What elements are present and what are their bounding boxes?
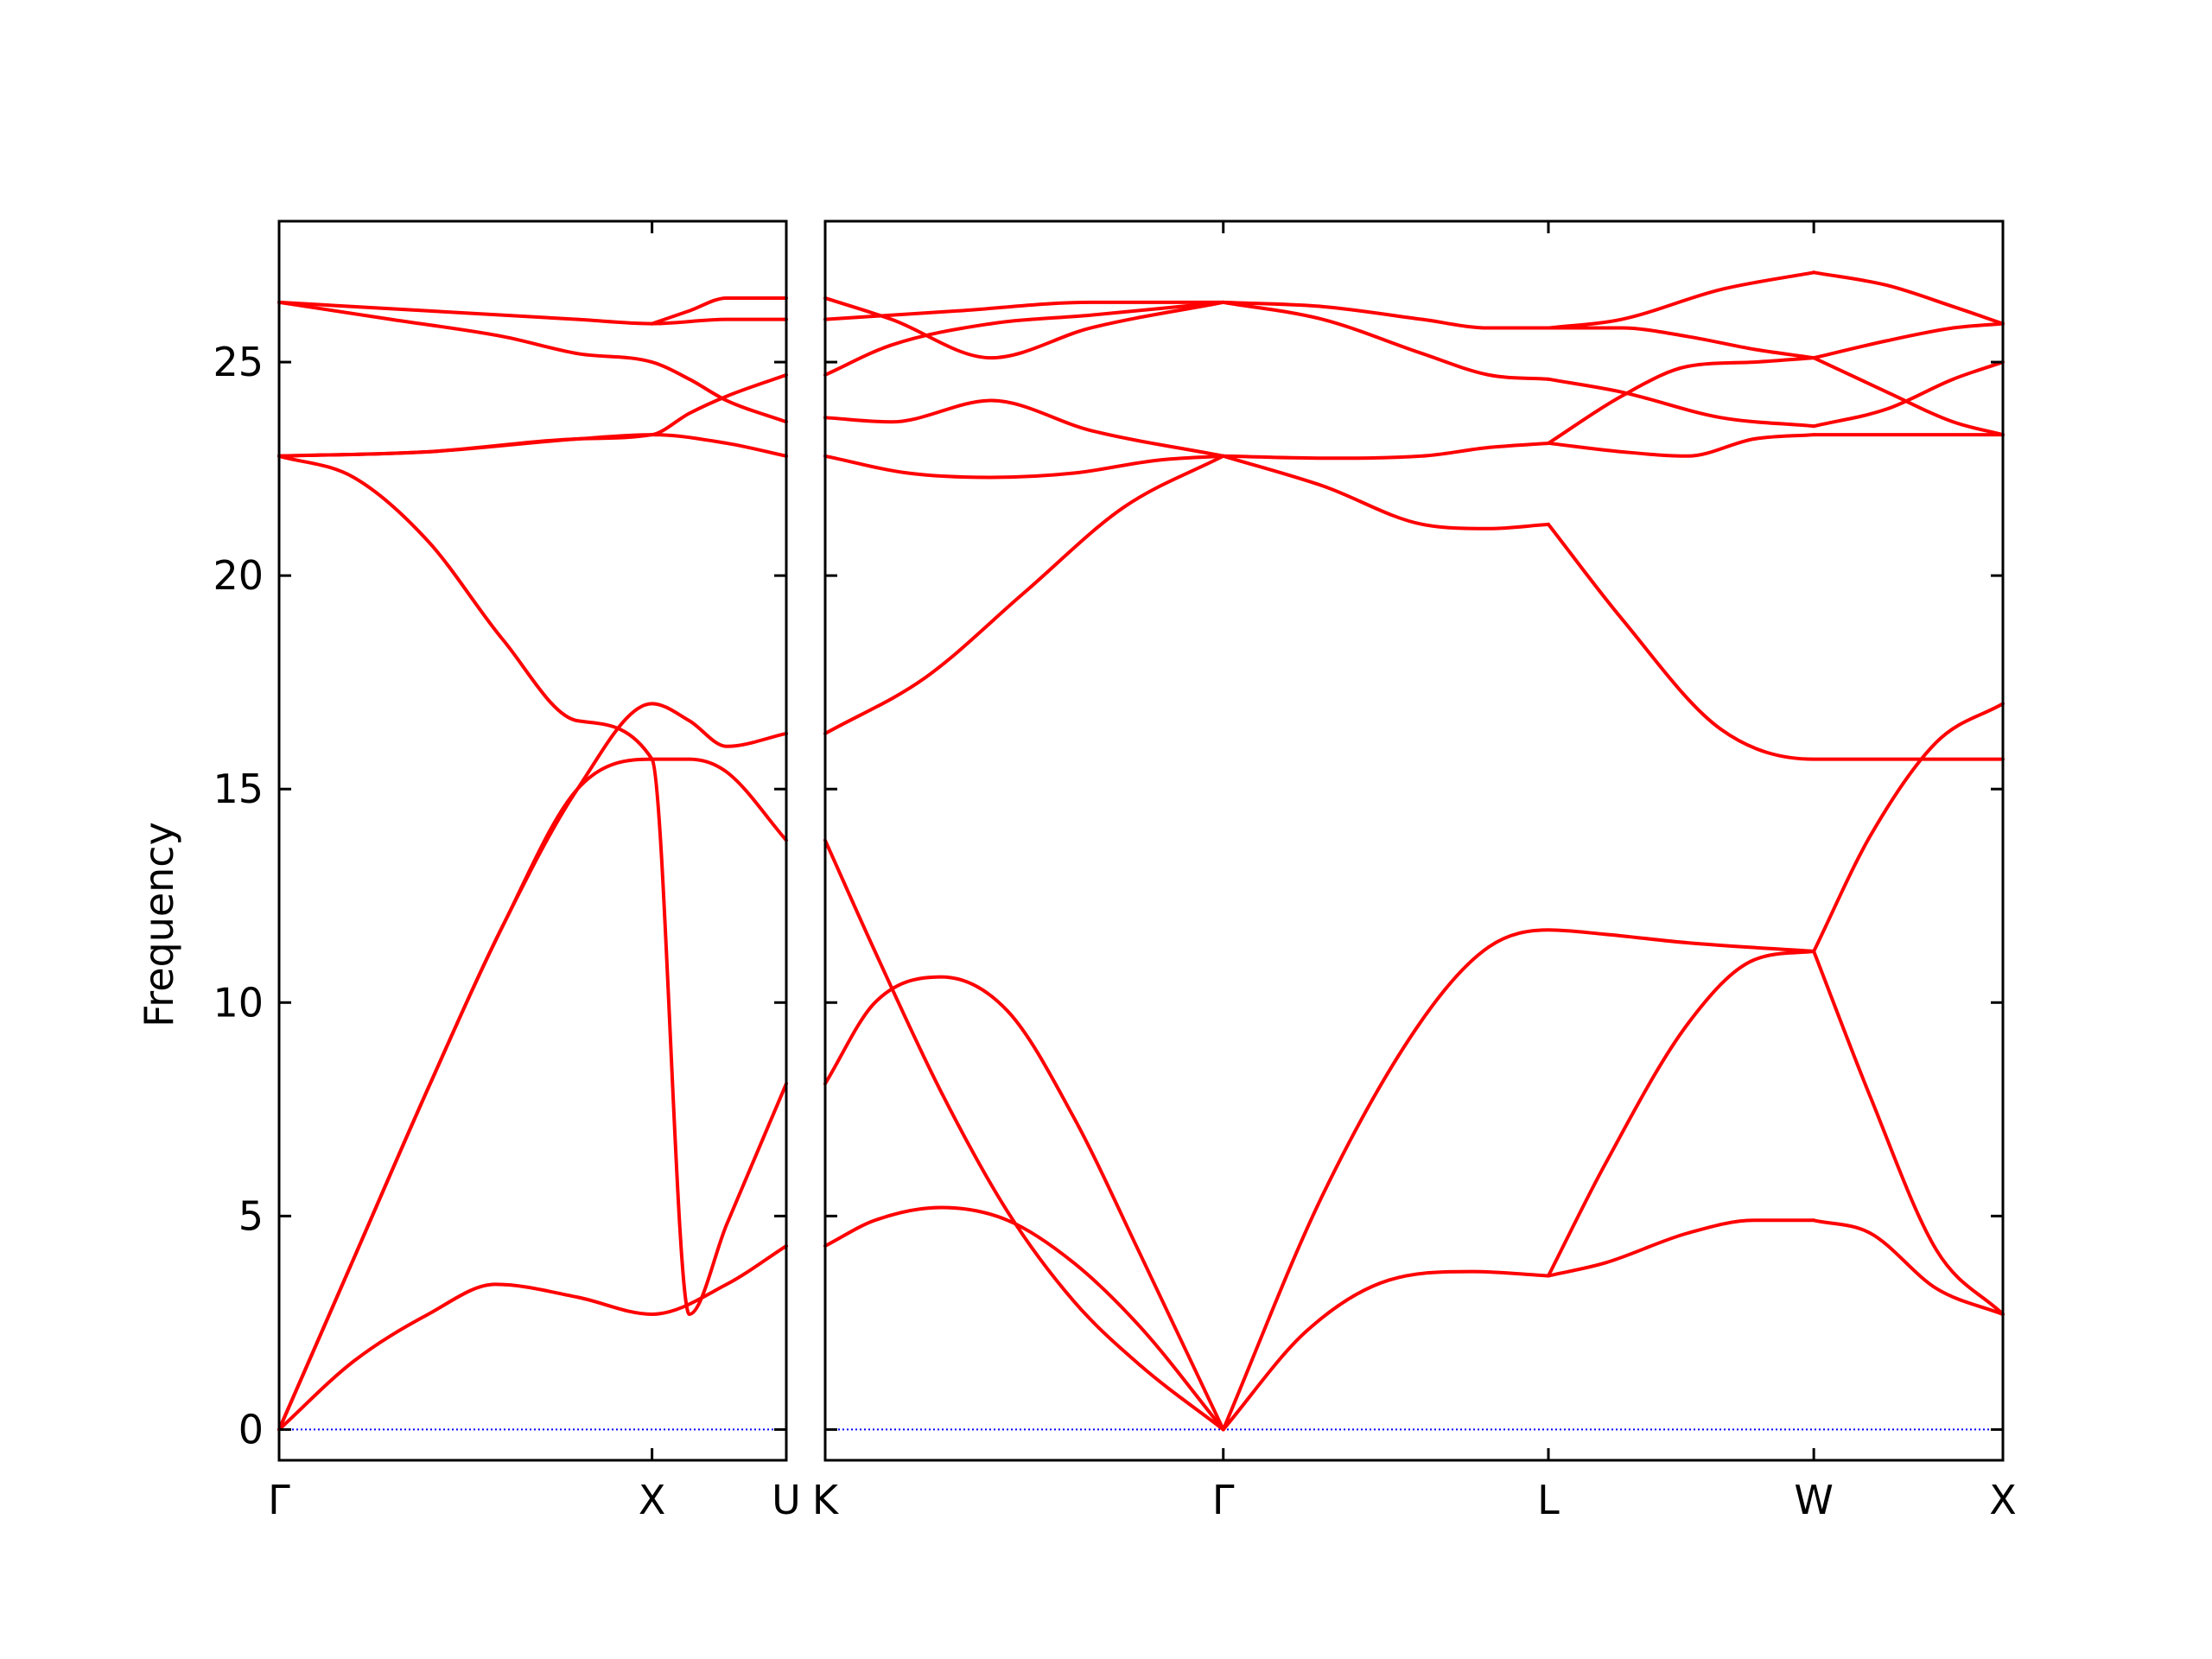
x-tick-label: W xyxy=(1794,1477,1833,1523)
phonon-band-line xyxy=(1547,433,1816,458)
phonon-band-line xyxy=(650,296,788,326)
phonon-band-line xyxy=(1812,949,2005,1316)
x-tick-label: U xyxy=(772,1477,801,1523)
bands-layer xyxy=(277,270,2005,1432)
phonon-band-line xyxy=(1547,356,1816,445)
phonon-band-line xyxy=(1221,1269,1550,1432)
phonon-band-line xyxy=(1547,949,1816,1278)
phonon-band-line xyxy=(277,300,788,424)
y-tick-label: 20 xyxy=(213,552,264,599)
phonon-band-line xyxy=(823,838,1225,1432)
y-tick-label: 5 xyxy=(238,1192,264,1239)
phonon-band-line xyxy=(1547,326,1816,360)
x-tick-label: X xyxy=(639,1477,666,1523)
phonon-band-line xyxy=(823,454,1225,480)
phonon-band-line xyxy=(1547,522,2005,761)
phonon-band-line xyxy=(277,300,788,326)
x-tick-label: K xyxy=(812,1477,840,1523)
phonon-band-line xyxy=(1221,928,1816,1432)
phonon-band-line xyxy=(1812,270,2005,326)
axes-layer: Γ X U 0 5 10 15 20 25 K Γ L W X xyxy=(213,219,2017,1523)
phonon-band-line xyxy=(1221,300,1550,381)
y-tick-label: 0 xyxy=(238,1406,264,1452)
phonon-band-line xyxy=(277,702,788,1432)
phonon-band-line xyxy=(823,300,1225,321)
y-tick-label: 25 xyxy=(213,339,264,385)
phonon-band-line xyxy=(1812,360,2005,429)
phonon-band-line xyxy=(823,300,1225,377)
phonon-band-line xyxy=(277,1243,788,1432)
plot-frame xyxy=(823,219,2005,1462)
phonon-band-line xyxy=(1221,454,1550,531)
phonon-band-line xyxy=(1812,1218,2005,1316)
phonon-band-line xyxy=(277,757,788,1432)
phonon-band-line xyxy=(1221,441,1550,461)
phonon-band-line xyxy=(1221,300,1550,330)
phonon-band-line xyxy=(1547,270,1816,330)
x-tick-label: X xyxy=(1989,1477,2017,1523)
phonon-band-line xyxy=(1547,377,1816,429)
phonon-band-line xyxy=(1812,321,2005,360)
x-tick-label: Γ xyxy=(268,1477,290,1523)
phonon-band-line xyxy=(823,1205,1225,1432)
phonon-band-line xyxy=(823,398,1225,458)
phonon-band-line xyxy=(1812,702,2005,953)
phonon-band-line xyxy=(1547,1218,1816,1278)
phonon-band-line xyxy=(277,454,788,1316)
y-axis-label: Frequency xyxy=(136,822,182,1027)
phonon-band-line xyxy=(1812,356,2005,437)
phonon-band-line xyxy=(823,454,1225,735)
x-tick-label: L xyxy=(1537,1477,1560,1523)
plot-frame xyxy=(277,219,788,1462)
phonon-band-line xyxy=(277,433,788,458)
phonon-band-line xyxy=(823,975,1225,1432)
x-tick-label: Γ xyxy=(1212,1477,1235,1523)
y-tick-label: 15 xyxy=(213,766,264,812)
y-tick-label: 10 xyxy=(213,979,264,1026)
